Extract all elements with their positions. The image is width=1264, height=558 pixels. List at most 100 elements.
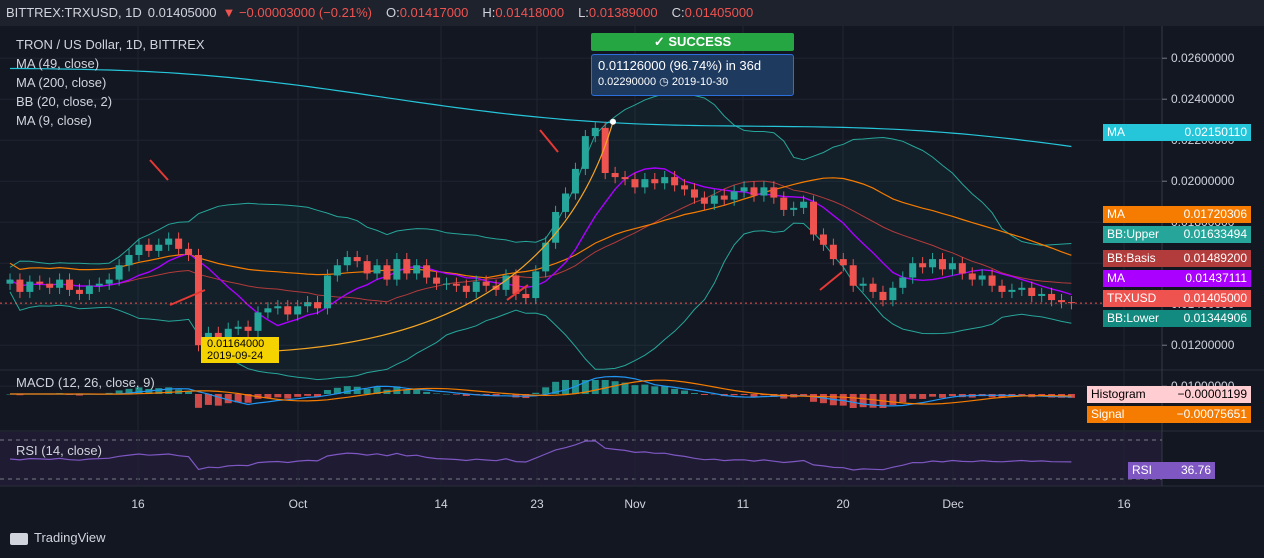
- macd-histogram-bar: [948, 394, 956, 397]
- candle-body: [1018, 287, 1026, 290]
- candle-body: [879, 291, 887, 301]
- red-arrow: [506, 284, 529, 301]
- candle-body: [750, 187, 758, 196]
- macd-histogram-bar: [681, 390, 689, 394]
- low-label: L:: [578, 5, 589, 20]
- candle-body: [194, 255, 202, 346]
- candle-body: [353, 257, 361, 262]
- macd-histogram-bar: [869, 394, 877, 408]
- candle-body: [1028, 287, 1036, 296]
- bb-lower-line: [9, 222, 1072, 381]
- macd-histogram-bar: [730, 394, 738, 396]
- badge-label: BB:Basis: [1107, 251, 1156, 265]
- badge-label: BB:Upper: [1107, 227, 1160, 241]
- badge-label: Signal: [1091, 407, 1125, 421]
- badge-label: BB:Lower: [1107, 311, 1160, 325]
- symbol-name[interactable]: BITTREX:TRXUSD, 1D: [6, 5, 142, 20]
- candle-body: [314, 302, 322, 309]
- price-chart[interactable]: 0.026000000.024000000.022000000.02000000…: [0, 26, 1264, 530]
- macd-histogram-bar: [651, 386, 659, 394]
- macd-histogram-bar: [264, 394, 272, 398]
- macd-histogram-bar: [294, 394, 302, 397]
- open-value: 0.01417000: [399, 5, 469, 20]
- macd-histogram-bar: [1018, 394, 1026, 396]
- candle-body: [363, 261, 371, 274]
- legend-rsi[interactable]: RSI (14, close): [16, 443, 102, 458]
- gain-info-box: 0.01126000 (96.74%) in 36d 0.02290000 ◷ …: [591, 54, 794, 96]
- chart-title[interactable]: TRON / US Dollar, 1D, BITTREX: [16, 37, 205, 52]
- candle-body: [244, 326, 252, 331]
- candle-body: [1058, 300, 1066, 303]
- macd-badge-signal: Signal −0.00075651: [1087, 406, 1251, 423]
- badge-label: MA: [1107, 207, 1125, 221]
- x-tick-label: 16: [1117, 497, 1131, 511]
- candle-body: [740, 187, 748, 192]
- macd-histogram-bar: [194, 394, 202, 408]
- open-label: O:: [385, 5, 400, 20]
- price-badge-bb-lower: BB:Lower 0.01344906: [1103, 310, 1251, 327]
- macd-histogram-bar: [413, 388, 421, 394]
- candle-body: [681, 185, 689, 190]
- legend-bb[interactable]: BB (20, close, 2): [16, 94, 113, 109]
- macd-histogram-bar: [899, 394, 907, 403]
- price-badge-trxusd: TRXUSD 0.01405000: [1103, 290, 1251, 307]
- macd-histogram-bar: [849, 394, 857, 408]
- macd-histogram-bar: [433, 393, 441, 394]
- tradingview-logo: TradingView: [10, 530, 106, 545]
- badge-value: 0.01405000: [1183, 291, 1247, 305]
- high-value: 0.01418000: [495, 5, 565, 20]
- macd-histogram-bar: [710, 394, 718, 395]
- candle-body: [730, 191, 738, 200]
- red-arrow: [149, 159, 169, 181]
- legend-ma49[interactable]: MA (49, close): [16, 56, 100, 71]
- macd-histogram-bar: [611, 381, 619, 394]
- candle-body: [542, 242, 550, 272]
- macd-histogram-bar: [234, 394, 242, 403]
- x-tick-label: Dec: [942, 497, 963, 511]
- candle-body: [115, 265, 123, 280]
- x-tick-label: 23: [530, 497, 544, 511]
- candle-body: [919, 263, 927, 268]
- price-badge-bb-upper: BB:Upper 0.01633494: [1103, 226, 1251, 243]
- candle-body: [26, 281, 34, 292]
- legend-ma200[interactable]: MA (200, close): [16, 75, 107, 90]
- macd-histogram-bar: [423, 391, 431, 394]
- candle-body: [323, 275, 331, 309]
- macd-histogram-bar: [661, 386, 669, 394]
- candle-body: [333, 265, 341, 276]
- macd-histogram-bar: [929, 394, 937, 397]
- candle-body: [948, 263, 956, 270]
- red-arrow: [819, 271, 843, 291]
- macd-histogram-bar: [214, 394, 222, 406]
- candle-body: [889, 287, 897, 301]
- candle-body: [46, 283, 54, 288]
- low-date: 2019-09-24: [207, 350, 264, 362]
- candle-body: [185, 248, 193, 255]
- candle-body: [462, 285, 470, 292]
- candle-body: [36, 281, 44, 284]
- candle-body: [958, 263, 966, 274]
- candle-body: [909, 263, 917, 278]
- candle-body: [849, 265, 857, 286]
- badge-value: 0.01489200: [1183, 251, 1247, 265]
- candle-body: [383, 265, 391, 280]
- legend-ma9[interactable]: MA (9, close): [16, 113, 92, 128]
- gain-curve: [222, 121, 614, 354]
- legend-macd[interactable]: MACD (12, 26, close, 9): [16, 375, 155, 390]
- macd-histogram-bar: [333, 387, 341, 394]
- candle-body: [284, 306, 292, 315]
- candle-body: [651, 179, 659, 184]
- x-tick-label: 11: [737, 497, 750, 511]
- macd-histogram-bar: [690, 393, 698, 394]
- badge-value: −0.00001199: [1177, 387, 1247, 401]
- candle-body: [95, 283, 103, 286]
- candle-body: [433, 277, 441, 284]
- macd-histogram-bar: [839, 394, 847, 406]
- badge-label: TRXUSD: [1107, 291, 1157, 305]
- badge-value: 0.01344906: [1183, 311, 1247, 325]
- y-tick-label: 0.02600000: [1171, 51, 1235, 65]
- candle-body: [641, 179, 649, 188]
- macd-histogram-bar: [244, 394, 252, 403]
- peak-point-marker: [610, 118, 616, 125]
- rsi-badge: RSI 36.76: [1128, 462, 1215, 479]
